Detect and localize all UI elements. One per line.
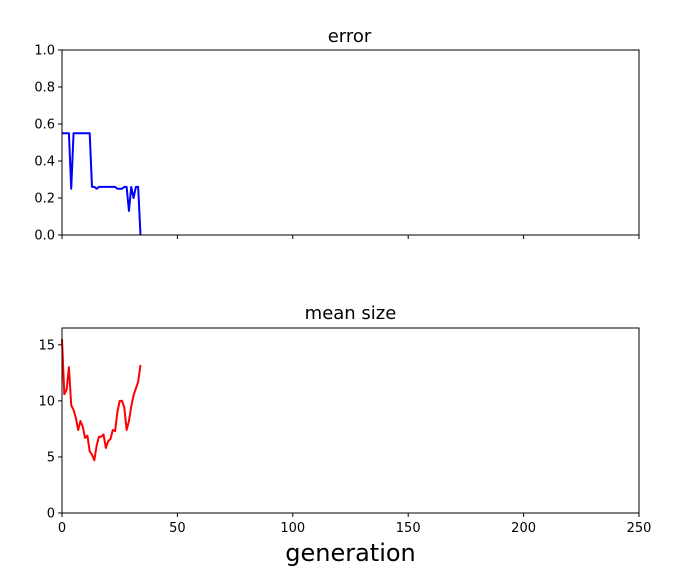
mean-size-y-ticks: 0 5 10 15: [38, 338, 62, 522]
error-series-line: [62, 132, 142, 236]
error-y-tick-label: 0.4: [34, 155, 55, 170]
error-y-tick-label: 0.8: [34, 81, 55, 96]
size-series-line: [61, 339, 142, 462]
error-y-tick-label: 0.0: [34, 229, 55, 244]
mean-size-chart-title: mean size: [305, 303, 397, 324]
size-y-tick-label: 0: [47, 507, 55, 522]
error-y-tick-label: 0.6: [34, 118, 55, 133]
size-x-tick-label: 100: [280, 521, 305, 536]
error-series: [62, 132, 142, 236]
error-y-tick-label: 0.2: [34, 192, 55, 207]
error-x-ticks: [61, 235, 640, 239]
error-chart: error 0.0 0.2 0.4 0.6 0.8 1.0: [34, 26, 640, 244]
mean-size-series: [61, 339, 142, 462]
x-axis-label: generation: [285, 539, 416, 567]
error-plot-frame: [61, 49, 640, 236]
error-y-tick-label: 1.0: [34, 44, 55, 59]
size-x-tick-label: 50: [169, 521, 186, 536]
size-y-tick-label: 10: [38, 394, 55, 409]
size-x-tick-label: 0: [58, 521, 66, 536]
size-x-tick-label: 200: [511, 521, 536, 536]
error-y-ticks: 0.0 0.2 0.4 0.6 0.8 1.0: [34, 44, 62, 244]
error-chart-title: error: [328, 26, 372, 47]
mean-size-x-ticks: 0 50 100 150 200 250: [58, 513, 652, 536]
size-x-tick-label: 150: [396, 521, 421, 536]
size-y-tick-label: 15: [38, 338, 55, 353]
size-y-tick-label: 5: [47, 450, 55, 465]
mean-size-chart: mean size 0 5 10 15 0 50 100 150 200 250 generat…: [38, 303, 651, 567]
mean-size-plot-frame: [61, 327, 640, 514]
size-x-tick-label: 250: [627, 521, 652, 536]
